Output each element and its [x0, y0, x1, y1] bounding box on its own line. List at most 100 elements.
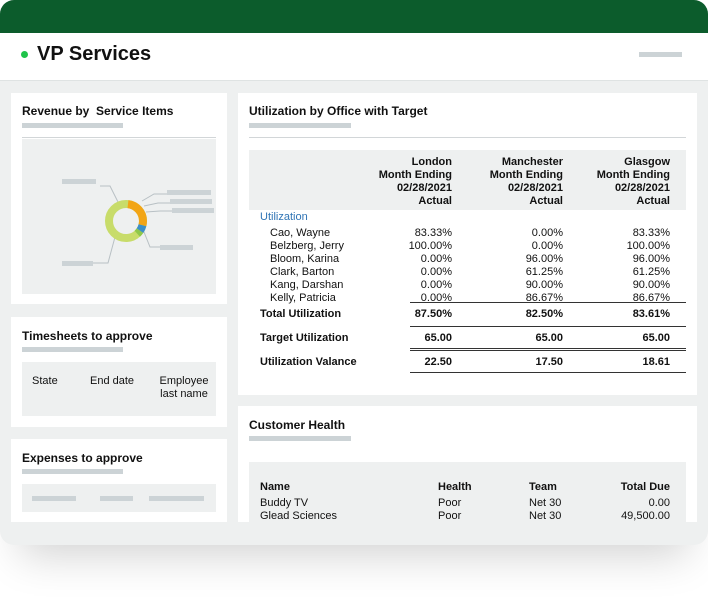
cell-value: 0.00% — [531, 227, 563, 239]
page-title: VP Services — [37, 43, 152, 65]
placeholder — [639, 52, 682, 57]
expenses-panel: Expenses to approve — [11, 439, 227, 522]
cell-value: 86.67% — [525, 292, 563, 304]
status-dot — [21, 51, 28, 58]
column-header: 02/28/2021 — [614, 182, 670, 194]
panel-title: Customer Health — [249, 418, 346, 432]
placeholder — [22, 347, 123, 352]
placeholder — [249, 123, 351, 128]
cell-value: Buddy TV — [260, 497, 309, 509]
total-value: 65.00 — [642, 332, 670, 344]
divider — [249, 137, 686, 138]
row-name: Kelly, Patricia — [270, 292, 336, 304]
cell-value: Glead Sciences — [260, 510, 338, 522]
expenses-table — [22, 484, 216, 512]
column-header: Total Due — [620, 481, 670, 493]
row-name: Kang, Darshan — [270, 279, 344, 291]
revenue-panel: Revenue by Service Items — [11, 93, 227, 304]
panel-title: Utilization by Office with Target — [249, 104, 428, 118]
column-header: Health — [438, 481, 472, 493]
cell-value: 0.00% — [420, 292, 452, 304]
panel-title: Revenue by Service Items — [22, 104, 174, 118]
rule — [410, 302, 686, 303]
divider — [22, 137, 216, 138]
rule — [410, 326, 686, 327]
utilization-table: London Month Ending 02/28/2021 Actual Manche… — [249, 150, 686, 390]
cell-value: Poor — [438, 497, 462, 509]
total-value: 18.61 — [642, 356, 670, 368]
column-header: End date — [90, 375, 135, 387]
cell-value: Net 30 — [529, 510, 562, 522]
donut-chart — [22, 139, 216, 294]
rule — [410, 372, 686, 373]
cell-value: 49,500.00 — [621, 510, 670, 522]
column-header: Month Ending — [596, 169, 670, 181]
placeholder — [22, 123, 123, 128]
cell-value: Poor — [438, 510, 462, 522]
table-header — [249, 150, 686, 210]
total-value: 82.50% — [525, 308, 563, 320]
timesheets-panel: Timesheets to approve State End date Emplo… — [11, 317, 227, 427]
app-window: VP Services Revenue by Service Items — [0, 0, 708, 545]
column-header: Employee last name — [159, 375, 209, 400]
cell-value: 0.00% — [531, 240, 563, 252]
row-name: Clark, Barton — [270, 266, 335, 278]
cell-value: 0.00% — [420, 279, 452, 291]
column-header: Actual — [418, 195, 452, 207]
cell-value: 96.00% — [632, 253, 670, 265]
placeholder — [32, 496, 76, 501]
total-value: 17.50 — [535, 356, 563, 368]
total-name: Total Utilization — [260, 308, 342, 320]
column-header: State — [32, 375, 58, 387]
panel-title: Timesheets to approve — [22, 329, 153, 343]
column-header: Glasgow — [624, 156, 670, 168]
cell-value: 0.00% — [420, 266, 452, 278]
placeholder — [249, 436, 351, 441]
cell-value: 83.33% — [632, 227, 670, 239]
cell-value: 61.25% — [632, 266, 670, 278]
row-name: Bloom, Karina — [270, 253, 340, 265]
placeholder — [149, 496, 204, 501]
cell-value: 90.00% — [525, 279, 563, 291]
placeholder — [100, 496, 133, 501]
panel-title: Expenses to approve — [22, 451, 143, 465]
column-header: Month Ending — [489, 169, 563, 181]
cell-value: 61.25% — [525, 266, 563, 278]
cell-value: 96.00% — [525, 253, 563, 265]
cell-value: 86.67% — [632, 292, 670, 304]
customer-table: Name Health Team Total Due Buddy TV Poor Net 3… — [249, 462, 686, 522]
cell-value: 0.00% — [420, 253, 452, 265]
column-header: 02/28/2021 — [507, 182, 563, 194]
column-header: Actual — [636, 195, 670, 207]
column-header: Month Ending — [378, 169, 452, 181]
rule — [410, 348, 686, 349]
cell-value: 90.00% — [632, 279, 670, 291]
placeholder — [22, 469, 123, 474]
total-value: 22.50 — [424, 356, 452, 368]
utilization-panel: Utilization by Office with Target London… — [238, 93, 697, 395]
row-name: Belzberg, Jerry — [270, 240, 344, 252]
total-name: Utilization Valance — [260, 356, 357, 368]
title-bar: VP Services — [0, 33, 708, 81]
cell-value: 100.00% — [626, 240, 670, 252]
cell-value: Net 30 — [529, 497, 562, 509]
rule — [410, 350, 686, 351]
cell-value: 100.00% — [408, 240, 452, 252]
column-header: 02/28/2021 — [396, 182, 452, 194]
customer-health-panel: Customer Health Name Health Team Total Due B… — [238, 406, 697, 522]
column-header: London — [411, 156, 452, 168]
timesheets-table: State End date Employee last name — [22, 362, 216, 416]
cell-value: 83.33% — [414, 227, 452, 239]
column-header: Team — [529, 481, 557, 493]
column-header: Actual — [529, 195, 563, 207]
content: Revenue by Service Items — [0, 81, 708, 522]
top-band — [0, 0, 708, 33]
total-name: Target Utilization — [260, 332, 349, 344]
total-value: 87.50% — [414, 308, 452, 320]
column-header: Manchester — [501, 156, 563, 168]
total-value: 65.00 — [424, 332, 452, 344]
column-header: Name — [260, 481, 290, 493]
cell-value: 0.00 — [648, 497, 670, 509]
total-value: 65.00 — [535, 332, 563, 344]
